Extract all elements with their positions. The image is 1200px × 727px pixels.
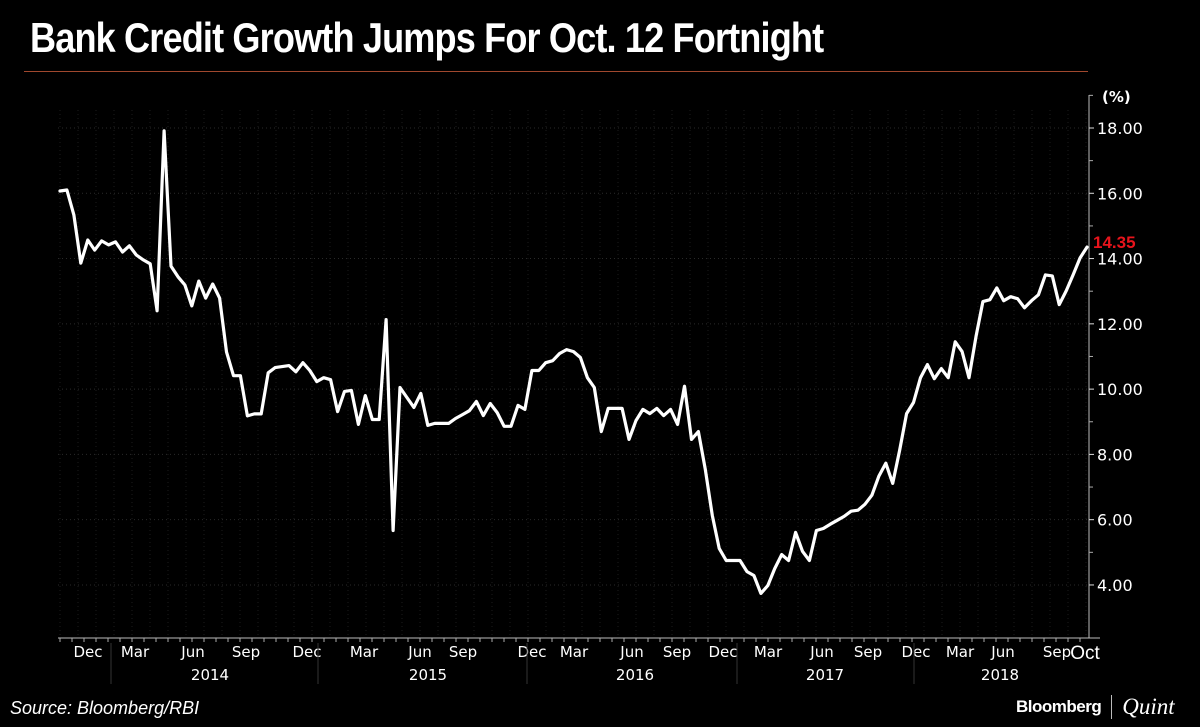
x-tick-month: Sep	[854, 643, 882, 661]
x-axis-ticks: Dec Mar Jun Sep Dec Mar Jun Sep Dec Mar Jun Sep Dec M…	[59, 638, 1100, 684]
x-tick-month: Mar	[946, 643, 975, 661]
x-tick-month: Sep	[1043, 643, 1071, 661]
y-axis-unit: (%)	[1102, 88, 1131, 106]
y-tick-label: 6.00	[1097, 511, 1133, 530]
y-tick-label: 4.00	[1097, 576, 1133, 595]
x-tick-month: Mar	[350, 643, 379, 661]
gridlines	[58, 110, 1089, 638]
x-tick-month: Dec	[517, 643, 546, 661]
x-tick-month: Sep	[232, 643, 260, 661]
x-tick-month: Mar	[121, 643, 150, 661]
x-tick-month: Dec	[901, 643, 930, 661]
x-tick-month: Dec	[708, 643, 737, 661]
x-tick-year: 2015	[409, 666, 447, 684]
chart-title: Bank Credit Growth Jumps For Oct. 12 For…	[30, 14, 824, 61]
bloomberg-wordmark: Bloomberg	[1016, 697, 1102, 716]
title-divider	[24, 71, 1088, 72]
y-tick-label: 18.00	[1097, 119, 1143, 138]
brand-logo: Bloomberg Quint	[1016, 694, 1175, 720]
y-axis-ticks: 18.00 16.00 14.00 12.00 10.00 8.00 6.00 4.00	[1089, 94, 1143, 595]
y-tick-label: 12.00	[1097, 315, 1143, 334]
x-tick-year: 2017	[806, 666, 844, 684]
source-note: Source: Bloomberg/RBI	[10, 698, 200, 718]
x-tick-month: Jun	[990, 643, 1014, 661]
x-tick-year: 2018	[981, 666, 1019, 684]
y-tick-label: 16.00	[1097, 184, 1143, 203]
x-tick-month: Oct	[1070, 643, 1100, 664]
x-tick-month: Sep	[449, 643, 477, 661]
x-tick-month: Mar	[560, 643, 589, 661]
y-tick-label: 10.00	[1097, 380, 1143, 399]
x-tick-month: Dec	[73, 643, 102, 661]
x-tick-month: Sep	[663, 643, 691, 661]
x-tick-month: Jun	[809, 643, 833, 661]
x-tick-month: Jun	[407, 643, 431, 661]
x-tick-year: 2014	[191, 666, 229, 684]
brand-separator	[1111, 695, 1113, 719]
y-tick-label: 14.00	[1097, 250, 1143, 269]
x-tick-month: Jun	[619, 643, 643, 661]
quint-wordmark: Quint	[1122, 694, 1175, 719]
credit-growth-line	[58, 129, 1089, 596]
last-value-label: 14.35	[1093, 233, 1136, 252]
y-tick-label: 8.00	[1097, 445, 1133, 464]
axes	[58, 95, 1100, 639]
x-tick-month: Jun	[180, 643, 204, 661]
x-tick-year: 2016	[616, 666, 654, 684]
x-tick-month: Mar	[754, 643, 783, 661]
x-tick-month: Dec	[292, 643, 321, 661]
